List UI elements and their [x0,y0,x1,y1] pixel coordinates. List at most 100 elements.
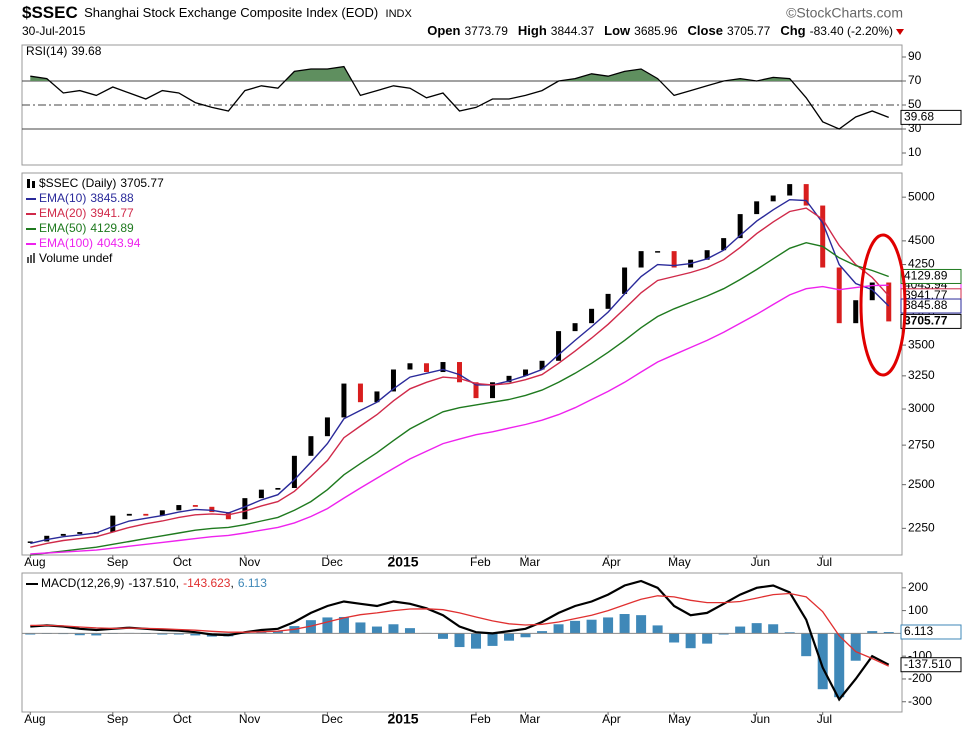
value-tag-label: 4129.89 [904,269,948,283]
macd-histogram-bar [256,631,267,634]
y-tick-label: 2500 [908,477,935,491]
price-candle [143,513,149,516]
signal-line [30,592,889,667]
macd-histogram-bar [685,633,696,649]
legend-icon [32,181,35,188]
y-tick-label: 3250 [908,368,935,382]
x-tick-label: Dec [321,555,342,569]
macd-histogram-bar [504,633,515,641]
macd-histogram-bar [603,617,614,634]
price-candle [754,201,760,215]
y-tick-label: 70 [908,73,922,87]
y-tick-label: 3500 [908,337,935,351]
macd-histogram-bar [355,622,366,634]
x-tick-label: May [668,555,691,569]
macd-histogram-bar [338,616,349,634]
price-candle [787,184,793,196]
macd-histogram-bar [867,631,878,634]
value-tag [900,298,962,314]
price-candle [836,267,842,324]
y-tick-label: 4250 [908,257,935,271]
highlight-ellipse [859,233,907,377]
rsi-name: RSI(14) [26,44,67,58]
legend-separator: , [230,576,233,590]
macd-histogram-bar [570,620,581,634]
macd-histogram-bar [272,631,283,634]
value-tag-label: 3845.88 [904,298,948,312]
rsi-legend: RSI(14) 39.68 [26,44,102,58]
y-tick-label: -300 [908,694,932,708]
price-candle [159,510,165,516]
plot-layer: 2250250027503000325035003750400042504500… [22,44,962,727]
symbol: $SSEC [22,3,78,22]
price-candle [770,195,776,202]
macd-legend-value: -143.623 [183,576,231,590]
macd-legend-value: 6.113 [238,576,267,590]
price-candle [242,498,248,520]
value-tag-label: 39.68 [904,110,934,124]
macd-histogram-bar [190,633,201,636]
macd-histogram-bar [636,615,647,634]
value-tag-label: 3941.77 [904,288,948,302]
y-tick-label: 4500 [908,233,935,247]
subtitle: Shanghai Stock Exchange Composite Index … [84,5,378,20]
legend-separator: , [176,576,179,590]
macd-legend-value: -137.510 [128,576,176,590]
x-tick-label: Oct [173,712,192,726]
ema-line [30,284,889,555]
legend-value: 4129.89 [90,221,134,235]
price-candle [77,532,83,534]
y-tick-label: 2250 [908,521,935,535]
legend-name: EMA(50) [39,221,86,235]
y-tick-label: 200 [908,580,928,594]
price-candle [126,513,132,516]
price-candle [44,535,50,542]
legend-name: EMA(10) [39,191,86,205]
x-tick-label: May [668,712,691,726]
y-tick-label: 2750 [908,437,935,451]
volume-legend: Volume undef [39,251,113,265]
x-tick-label: Oct [173,555,192,569]
macd-histogram-bar [437,633,448,639]
x-tick-label: Nov [239,555,260,569]
price-candle [407,363,413,370]
price-candle [423,363,429,373]
x-tick-label: Feb [470,712,491,726]
price-candle [473,382,479,399]
price-candle [605,293,611,309]
quote-label: Open [427,23,460,38]
price-candle [572,323,578,332]
y-tick-label: 5000 [908,189,935,203]
rsi-value: 39.68 [71,44,101,58]
macd-histogram-bar [404,628,415,634]
price-candle [110,515,116,533]
value-tag [900,624,962,640]
macd-histogram-bar [454,633,465,648]
price-candle [225,512,231,520]
macd-title: MACD(12,26,9) [41,576,124,590]
macd-legend: MACD(12,26,9) -137.510, -143.623, 6.113 [41,576,267,590]
price-candle [291,455,297,488]
price-candle [556,331,562,361]
x-tick-label: 2015 [387,711,418,727]
quote-value: -83.40 (-2.20%) [810,24,893,38]
x-tick-label: Jul [817,555,832,569]
macd-histogram-bar [817,633,828,690]
legend-icon [27,257,29,263]
price-candle [440,362,446,373]
legend-icon [30,255,32,263]
price-candle [737,214,743,239]
legend-entry: EMA(20) 3941.77 [39,206,134,220]
value-tag [900,109,962,125]
quote-label: Chg [780,23,805,38]
legend-value: 3845.88 [90,191,134,205]
macd-histogram-bar [322,617,333,634]
price-candle [490,382,496,399]
price-candle [638,251,644,268]
price-candle [457,362,462,383]
quote-value: 3773.79 [464,24,508,38]
price-candle [192,505,198,507]
macd-histogram-bar [157,633,168,635]
macd-histogram-bar [74,633,85,636]
value-tag [900,313,962,329]
